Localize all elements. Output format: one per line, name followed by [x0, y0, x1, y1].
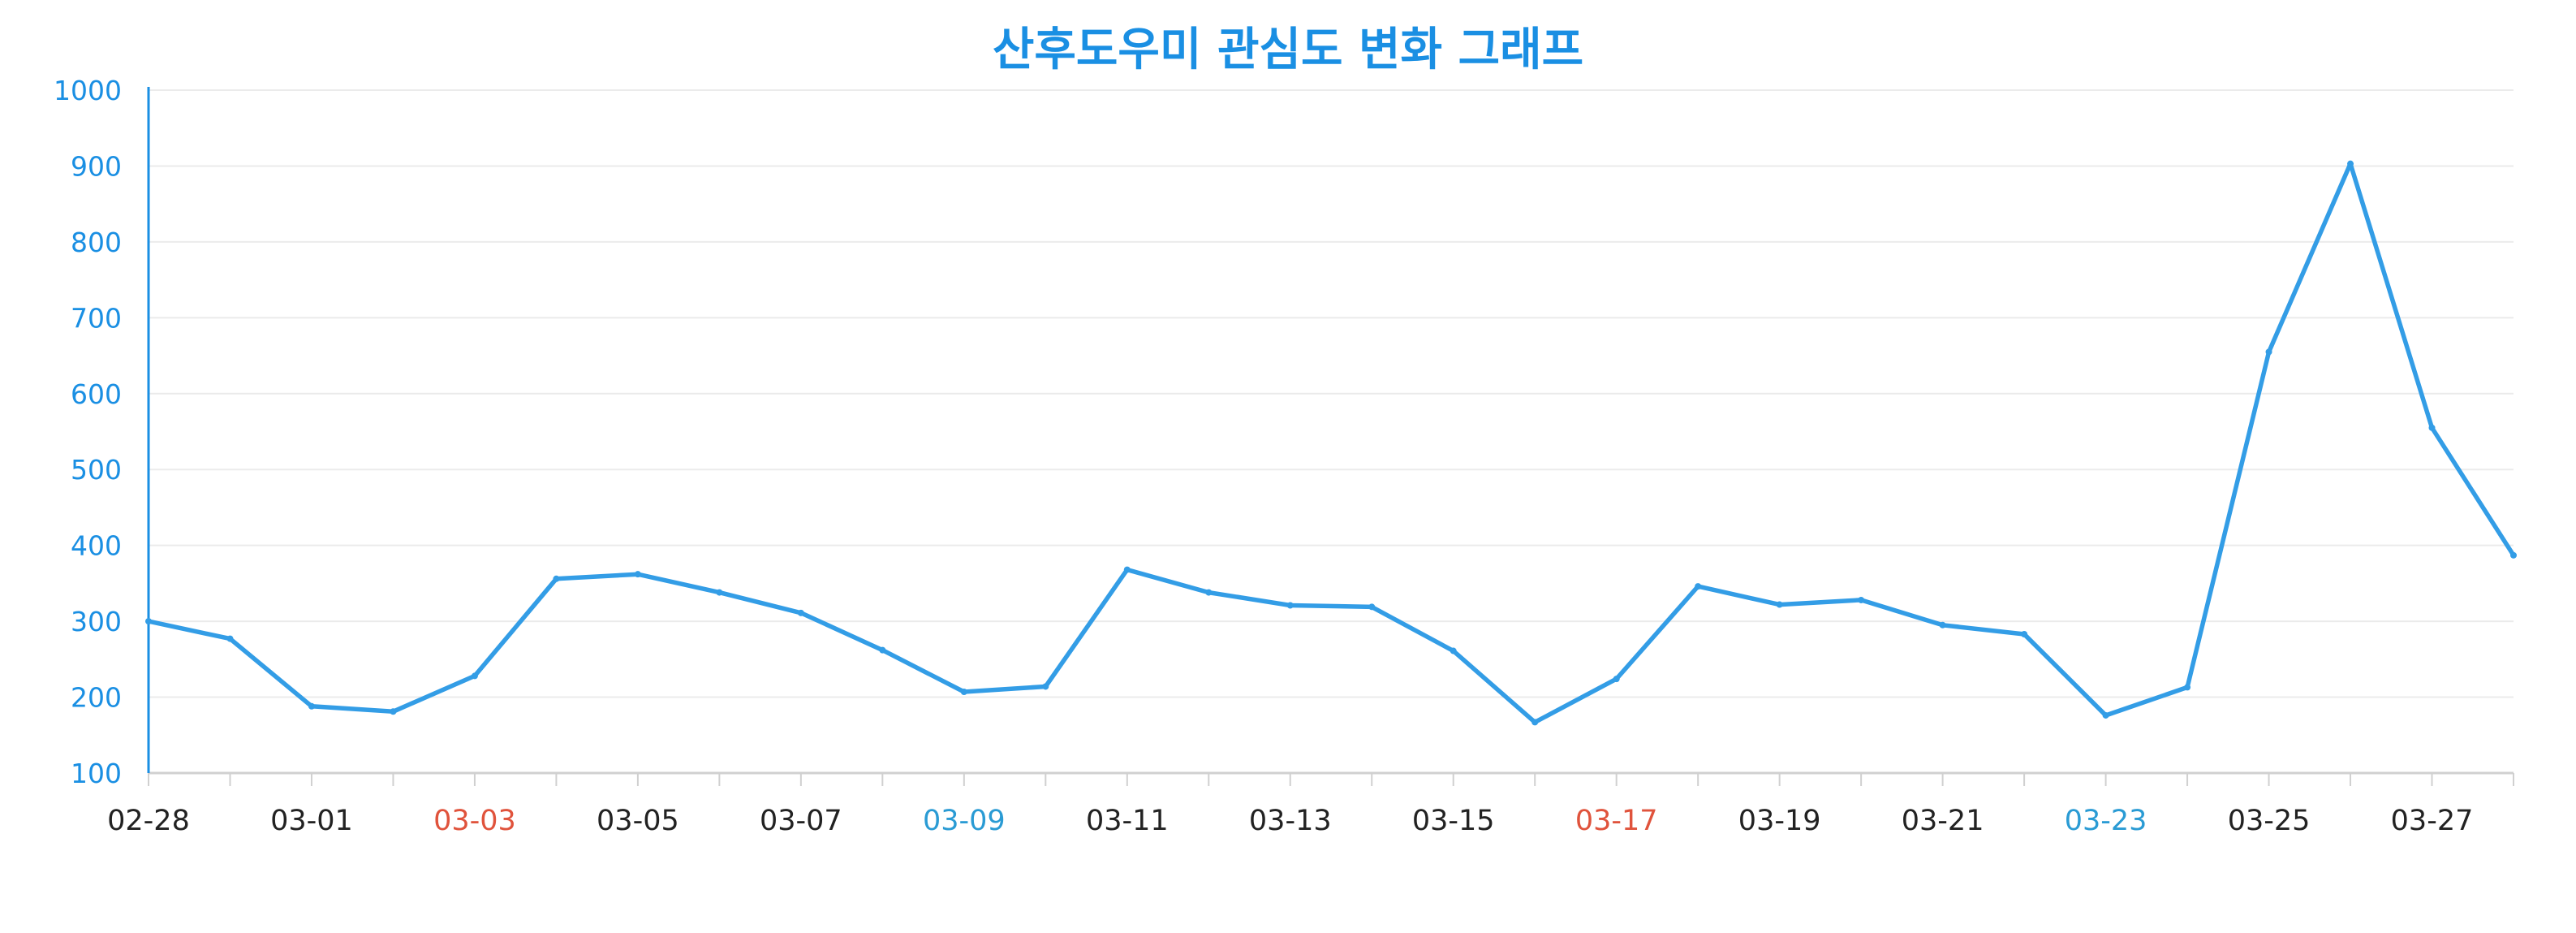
y-axis: 100 200 300 400 500 600 700 800 900 1000	[54, 75, 150, 789]
y-tick-label: 700	[71, 302, 122, 334]
data-point	[716, 589, 723, 596]
data-point	[960, 689, 967, 696]
x-tick-label: 03-23	[2065, 805, 2147, 837]
y-tick-label: 400	[71, 530, 122, 562]
data-point	[1858, 596, 1865, 603]
x-axis: 02-28 03-01 03-03 03-05 03-07 03-09 03-11 03-13…	[107, 771, 2514, 837]
x-tick-label: 03-15	[1412, 805, 1495, 837]
x-tick-label: 03-25	[2228, 805, 2311, 837]
data-point	[634, 571, 641, 578]
x-tick-label: 03-11	[1086, 805, 1169, 837]
data-point	[2021, 630, 2028, 637]
data-point	[2102, 711, 2109, 719]
data-point	[1286, 602, 1294, 609]
x-tick-label: 03-21	[1902, 805, 1984, 837]
data-point	[1450, 647, 1457, 654]
x-tick-label: 02-28	[107, 805, 190, 837]
data-point	[2347, 160, 2354, 167]
data-point	[797, 609, 804, 616]
data-point	[1613, 676, 1620, 683]
data-point	[1776, 601, 1783, 608]
data-point	[553, 575, 560, 582]
y-tick-label: 100	[71, 758, 122, 789]
data-point	[2265, 348, 2272, 356]
y-tick-label: 200	[71, 682, 122, 714]
data-point	[1531, 719, 1539, 726]
x-tick-label: 03-05	[597, 805, 679, 837]
y-tick-label: 800	[71, 227, 122, 258]
data-point	[1205, 589, 1213, 596]
x-tick-label: 03-03	[433, 805, 516, 837]
data-point	[226, 635, 234, 642]
y-tick-label: 1000	[54, 75, 122, 106]
data-point	[879, 646, 886, 654]
series-line	[146, 161, 2516, 725]
y-tick-label: 600	[71, 378, 122, 410]
data-point	[471, 672, 478, 680]
chart-title: 산후도우미 관심도 변화 그래프	[993, 24, 1583, 76]
data-point	[1695, 583, 1702, 590]
data-point	[390, 708, 397, 715]
x-tick-label: 03-13	[1249, 805, 1332, 837]
x-tick-label: 03-01	[270, 805, 353, 837]
grid-lines	[149, 89, 2514, 698]
data-point	[145, 618, 152, 625]
x-tick-label: 03-07	[760, 805, 842, 837]
data-point	[2428, 424, 2436, 431]
data-point	[1939, 621, 1946, 628]
y-tick-label: 500	[71, 454, 122, 486]
y-tick-label: 300	[71, 606, 122, 637]
x-tick-label: 03-09	[923, 805, 1006, 837]
x-tick-label: 03-17	[1575, 805, 1658, 837]
x-tick-label: 03-27	[2391, 805, 2474, 837]
data-point	[1368, 603, 1376, 611]
data-point	[308, 702, 315, 710]
data-point	[1123, 566, 1131, 573]
series-layer	[145, 160, 2517, 726]
data-point	[2510, 551, 2517, 559]
y-tick-label: 900	[71, 150, 122, 182]
data-point	[2184, 684, 2191, 691]
x-tick-label: 03-19	[1738, 805, 1821, 837]
data-point	[1042, 683, 1049, 690]
